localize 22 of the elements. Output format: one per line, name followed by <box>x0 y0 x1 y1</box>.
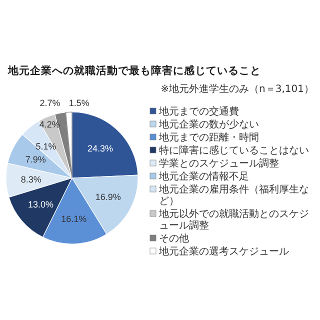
legend-label: 特に障害に感じていることはない <box>159 144 309 156</box>
legend-label: 地元までの距離・時間 <box>158 132 259 144</box>
legend-label: 地元企業の選考スケジュール <box>158 246 289 258</box>
data-label: 16.9% <box>95 192 121 202</box>
legend-label: 地元までの交通費 <box>158 106 239 118</box>
chart-subtitle: ※地元外進学生のみ（n＝3,101） <box>160 83 314 95</box>
data-label: 5.1% <box>36 141 56 152</box>
data-label: 8.3% <box>20 174 42 184</box>
legend-label: 地元以外での就職活動とのスケジュール調整 <box>158 208 309 232</box>
data-label: 13.0% <box>28 199 54 210</box>
legend-label: 学業とのスケジュール調整 <box>159 158 279 170</box>
legend-label: 地元企業の数が少ない <box>158 118 259 130</box>
data-label: 16.1% <box>61 214 87 224</box>
legend-label: その他 <box>159 232 189 244</box>
chart-title: 地元企業への就職活動で最も障害に感じていること <box>7 64 261 77</box>
data-label: 4.2% <box>39 119 60 130</box>
data-label: 1.5% <box>68 98 90 108</box>
legend-label: 地元企業の雇用条件（福利厚生など） <box>158 184 309 207</box>
data-label: 2.7% <box>40 98 60 108</box>
data-label: 24.3% <box>88 143 114 154</box>
legend-label: 地元企業の情報不足 <box>158 170 249 182</box>
data-label: 7.9% <box>25 154 46 164</box>
